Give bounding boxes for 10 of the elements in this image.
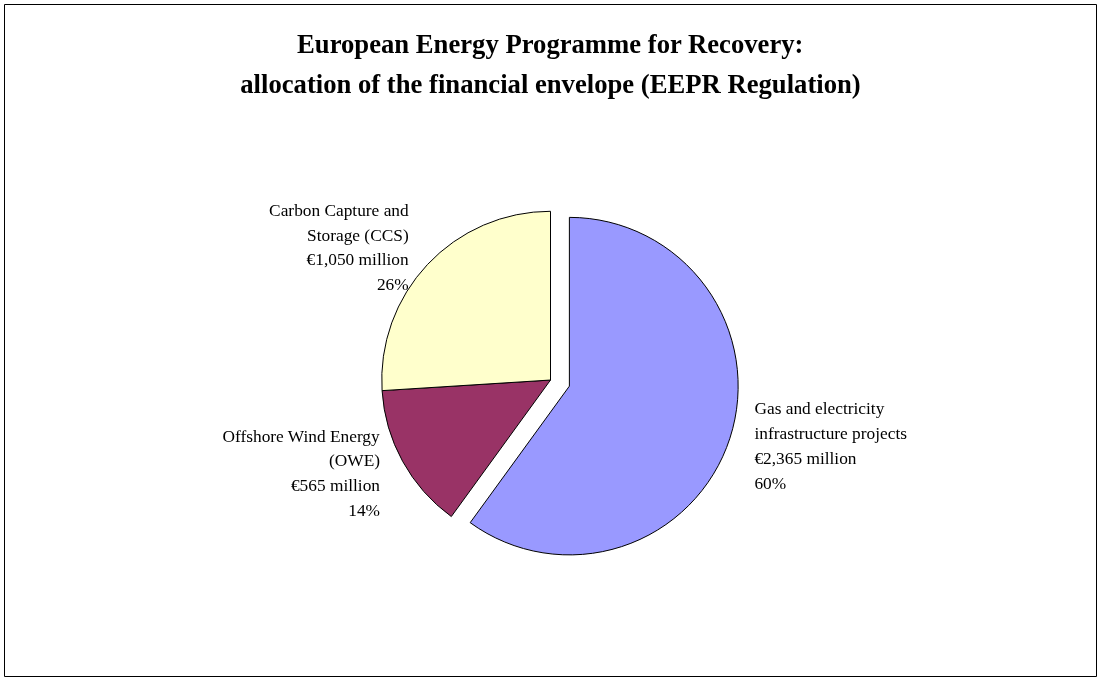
chart-title: European Energy Programme for Recovery: allocation of the financial envelope (EEPR Regulation) xyxy=(240,29,861,99)
data-label: 26% xyxy=(376,274,409,294)
text: €565 million xyxy=(290,476,381,496)
text: €2,365 million xyxy=(754,448,857,468)
slice-label: Gas and electricity infrastructure projects xyxy=(754,399,908,444)
slice-label: Carbon Capture and Storage (CCS) xyxy=(269,200,409,245)
data-label: 60% xyxy=(754,473,787,493)
text: €1,050 million xyxy=(306,250,409,270)
data-label: 14% xyxy=(348,500,380,520)
slice-label: Offshore Wind Energy (OWE) xyxy=(222,426,381,471)
